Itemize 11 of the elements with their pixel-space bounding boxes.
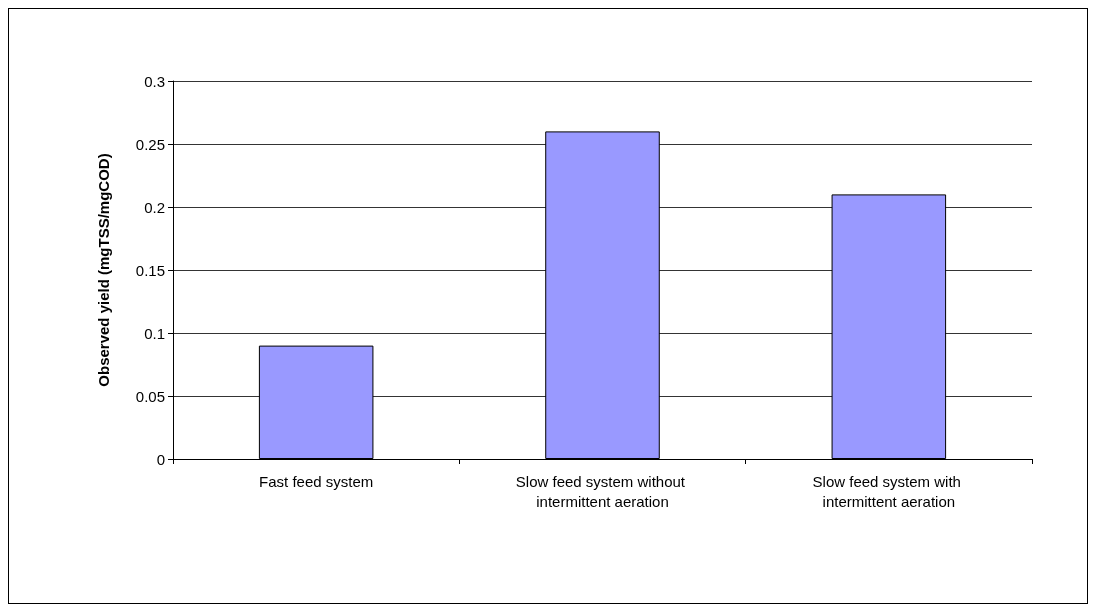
y-tick-label: 0.25 — [135, 135, 165, 153]
x-tick-label: Slow feed system with intermittent aeration — [812, 472, 966, 510]
y-tick-label: 0.15 — [135, 261, 165, 279]
y-tick-label: 0.3 — [144, 72, 165, 90]
y-tick-label: 0 — [156, 450, 165, 468]
x-tick-label: Fast feed system — [259, 472, 374, 490]
y-tick-label: 0.05 — [135, 387, 165, 405]
y-tick-label: 0.1 — [144, 324, 165, 342]
x-tick-label: Slow feed system without intermittent aeration — [515, 472, 690, 510]
y-tick-label: 0.2 — [144, 198, 165, 216]
y-axis-title: Observed yield (mgTSS/mgCOD) — [95, 153, 112, 387]
